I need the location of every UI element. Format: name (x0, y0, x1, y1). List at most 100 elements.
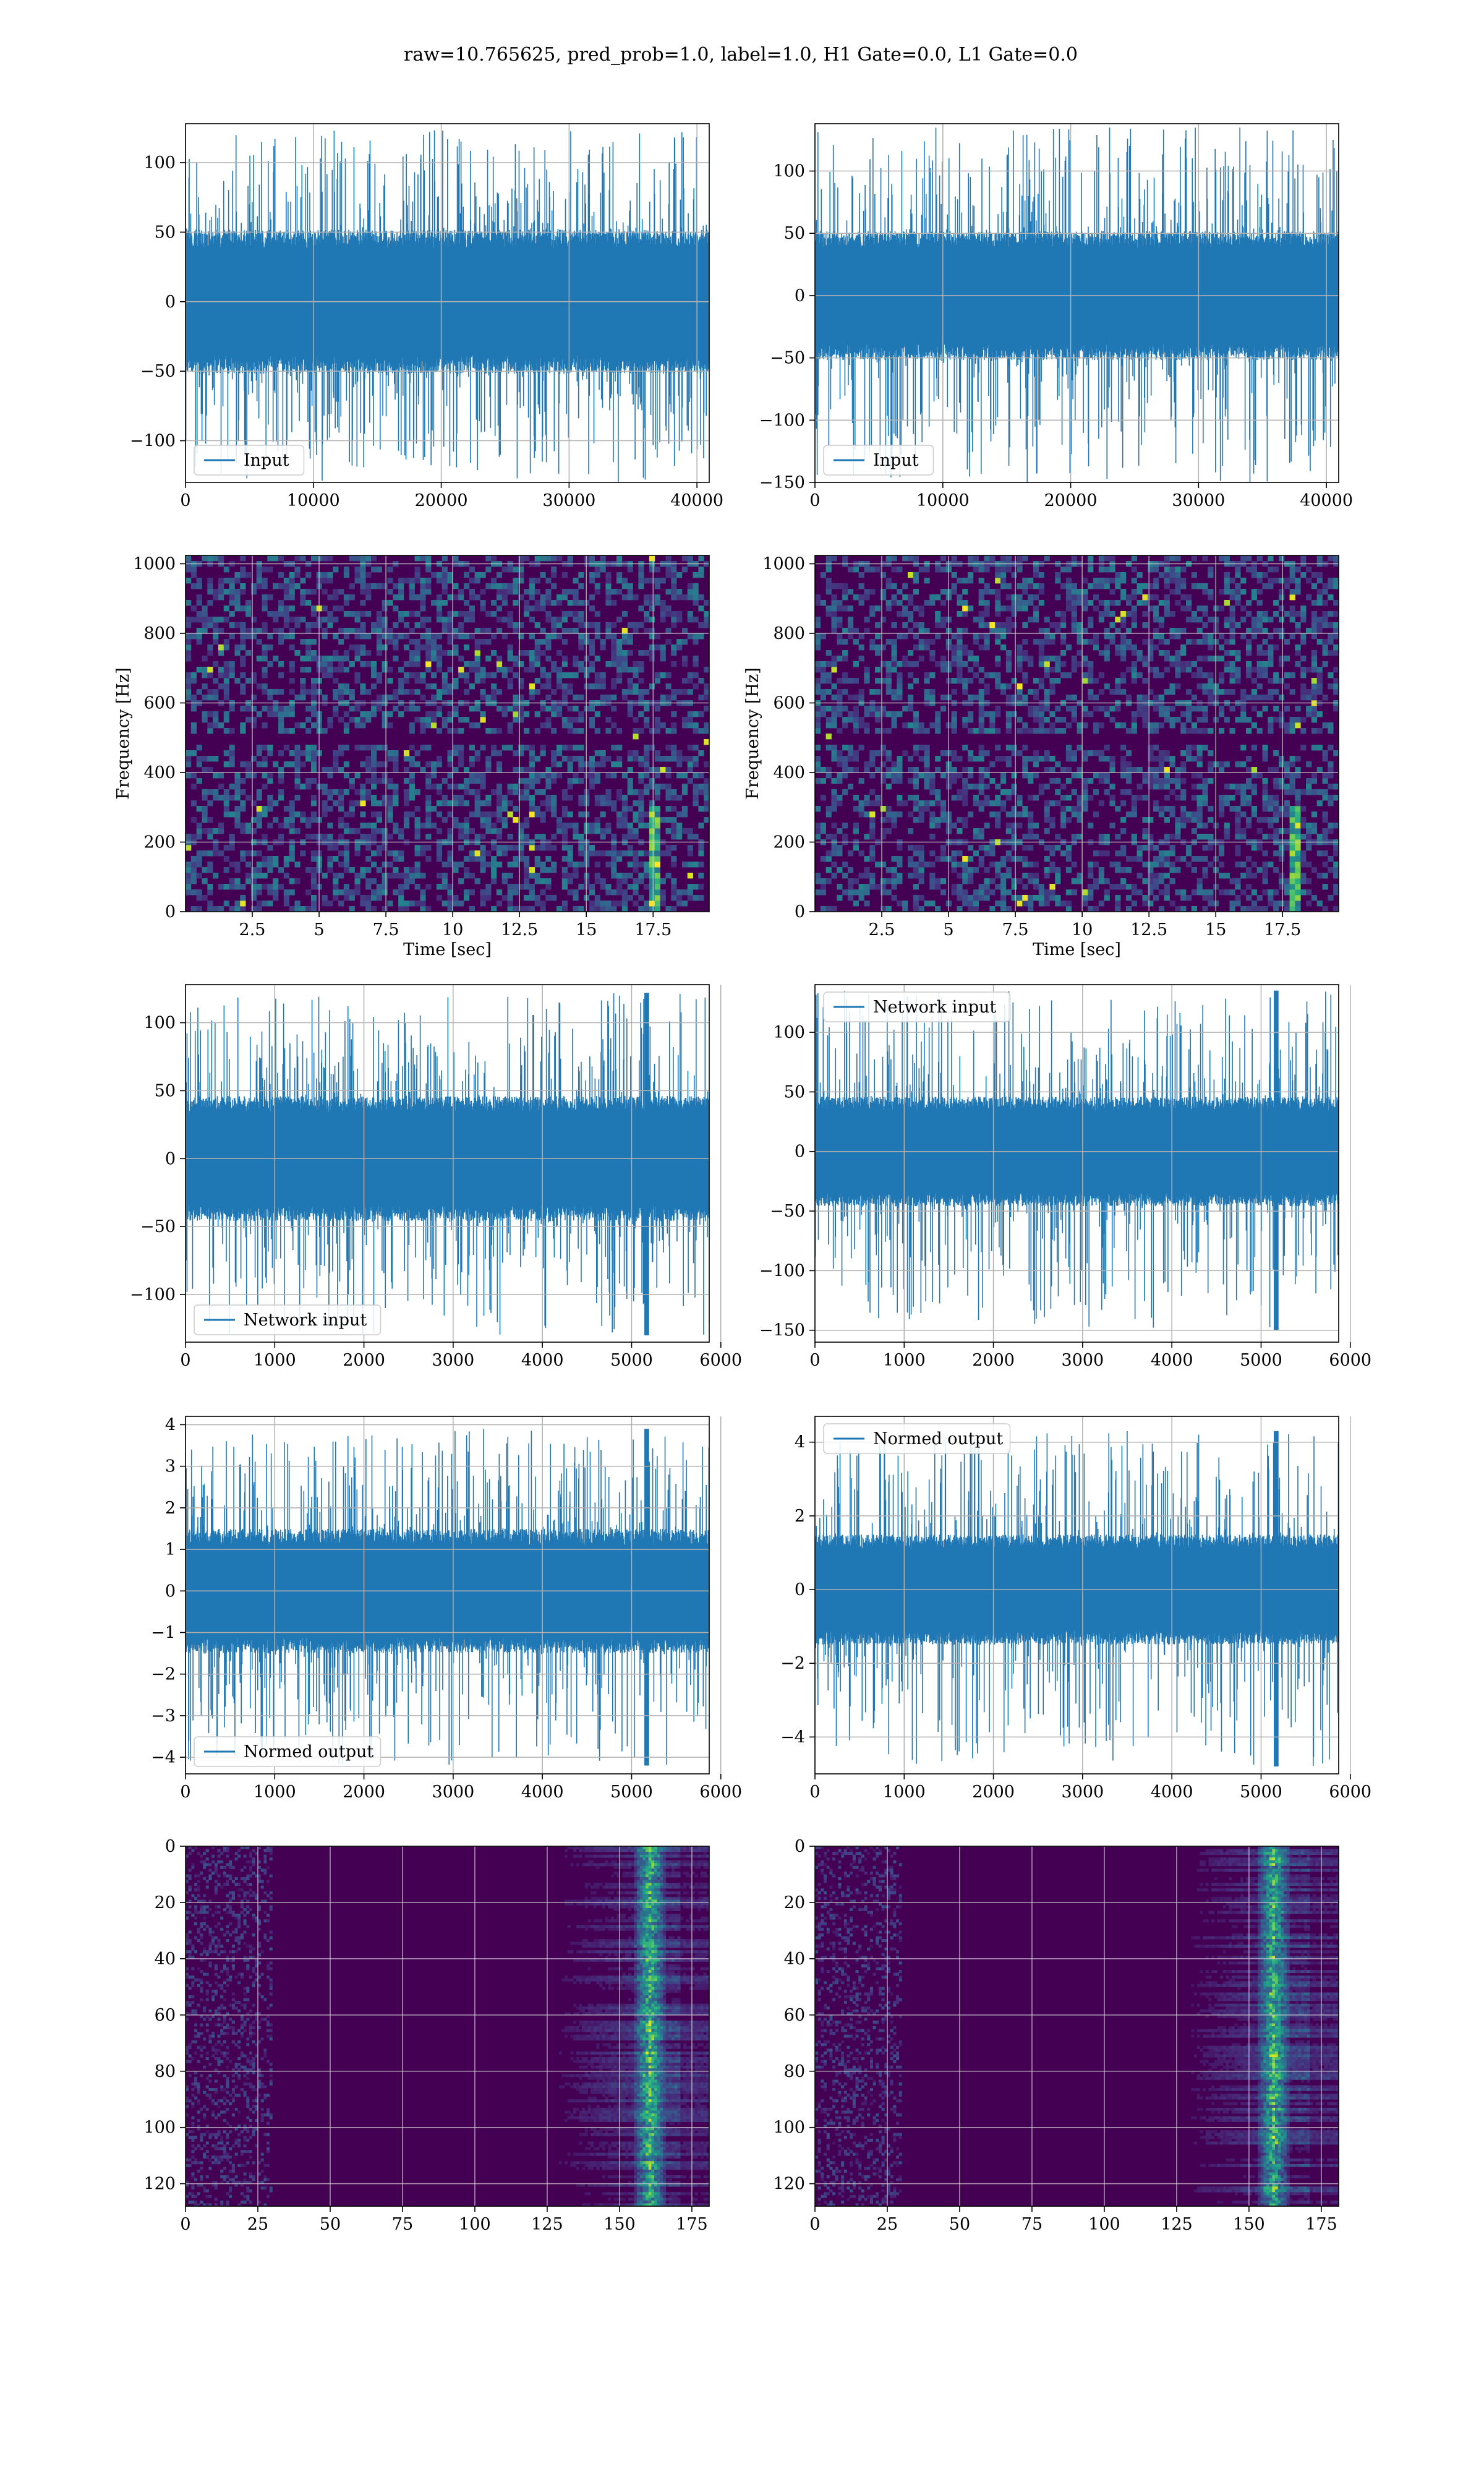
x-tick-label: 125 (531, 2215, 563, 2234)
y-tick-label: 60 (784, 2006, 805, 2025)
axes-frame (185, 123, 710, 483)
y-tick-label: 4 (165, 1415, 176, 1434)
x-tick-label: 25 (877, 2215, 898, 2234)
x-tick-label: 150 (603, 2215, 636, 2234)
series-line (815, 990, 1339, 1330)
legend: Normed output (823, 1423, 1011, 1454)
subplot-r3-c2: 0 1000 2000 3000 4000 5000 6000 −150 −100 −50 0 50 1… (759, 984, 1371, 1370)
x-tick-label: 40000 (1300, 491, 1353, 510)
y-tick-label: 80 (155, 2062, 176, 2081)
x-tick-label: 0 (180, 1351, 190, 1370)
y-tick-label: 100 (773, 2118, 805, 2138)
y-tick-label: 60 (155, 2006, 176, 2025)
y-tick-label: 20 (784, 1893, 805, 1912)
y-tick-label: 1000 (133, 555, 176, 574)
x-tick-label: 4000 (1151, 1351, 1193, 1370)
y-tick-label: −2 (780, 1654, 805, 1673)
x-tick-label: 10 (442, 920, 463, 940)
x-tick-label: 100 (459, 2215, 491, 2234)
x-tick-label: 2000 (972, 1783, 1015, 1802)
x-tick-label: 5000 (1240, 1351, 1282, 1370)
x-tick-label: 3000 (1062, 1351, 1104, 1370)
x-tick-label: 2.5 (869, 920, 895, 940)
legend-label: Network input (873, 998, 996, 1017)
x-tick-label: 4000 (521, 1783, 564, 1802)
subplot-r2-c1: 2.5 5 7.5 10 12.5 15 17.5 0 200 400 600 800 1000 Time… (114, 555, 710, 959)
y-tick-label: 0 (795, 902, 805, 922)
y-tick-label: 40 (784, 1950, 805, 1969)
x-tick-label: 125 (1161, 2215, 1193, 2234)
y-tick-label: 600 (773, 694, 805, 713)
x-tick-label: 175 (1305, 2215, 1337, 2234)
legend-label: Input (244, 451, 289, 470)
y-tick-label: −100 (130, 432, 176, 451)
axes-frame (814, 555, 1339, 912)
y-tick-label: 0 (795, 1142, 805, 1162)
x-tick-label: 6000 (699, 1783, 742, 1802)
x-tick-label: 1000 (254, 1351, 296, 1370)
y-tick-label: 0 (165, 293, 176, 312)
y-tick-label: 0 (165, 1582, 176, 1601)
x-tick-label: 40000 (670, 491, 723, 510)
axes-frame (185, 984, 710, 1343)
axes-frame (185, 1846, 710, 2207)
axes-frame (814, 123, 1339, 483)
y-tick-label: −50 (770, 1202, 805, 1221)
y-tick-label: 0 (795, 1580, 805, 1599)
y-tick-label: 100 (143, 1014, 176, 1033)
y-tick-label: 2 (795, 1507, 805, 1526)
subplot-r3-c1: 0 1000 2000 3000 4000 5000 6000 −100 −50 0 50 100 Ne… (130, 984, 742, 1370)
x-tick-label: 6000 (699, 1351, 742, 1370)
y-tick-label: 200 (143, 833, 176, 852)
x-tick-label: 3000 (432, 1351, 475, 1370)
y-tick-label: 50 (155, 1081, 176, 1100)
y-tick-label: −150 (759, 1321, 805, 1340)
x-tick-label: 15 (1205, 920, 1226, 940)
grid (814, 985, 1351, 1342)
y-tick-label: −50 (140, 1217, 176, 1236)
x-tick-label: 12.5 (1130, 920, 1167, 940)
legend-label: Normed output (873, 1429, 1003, 1449)
x-tick-label: 6000 (1329, 1783, 1371, 1802)
y-tick-label: 800 (773, 624, 805, 643)
axes-frame (814, 984, 1339, 1343)
x-tick-label: 5 (313, 920, 324, 940)
y-tick-label: 0 (165, 1837, 176, 1856)
y-tick-label: 100 (773, 1023, 805, 1042)
x-tick-label: 20000 (415, 491, 468, 510)
x-tick-label: 4000 (1151, 1783, 1193, 1802)
legend-label: Normed output (244, 1742, 373, 1761)
series-line (815, 1431, 1339, 1767)
x-tick-label: 0 (809, 2215, 820, 2234)
x-tick-label: 30000 (1172, 491, 1225, 510)
axes-frame (185, 555, 710, 912)
grid (185, 1416, 722, 1774)
y-tick-label: −150 (759, 473, 805, 492)
y-tick-label: 0 (795, 1837, 805, 1856)
y-tick-label: 800 (143, 624, 176, 643)
y-tick-label: 3 (165, 1457, 176, 1476)
y-tick-label: 20 (155, 1893, 176, 1912)
x-tick-label: 0 (180, 491, 190, 510)
x-tick-label: 7.5 (373, 920, 399, 940)
legend: Network input (194, 1304, 382, 1335)
x-tick-label: 50 (320, 2215, 341, 2234)
x-tick-label: 2000 (972, 1351, 1015, 1370)
legend: Normed output (194, 1736, 382, 1767)
heatmap-image (815, 555, 1339, 912)
x-tick-label: 5000 (610, 1351, 653, 1370)
x-tick-label: 25 (247, 2215, 268, 2234)
y-tick-label: 200 (773, 833, 805, 852)
y-axis-label: Frequency [Hz] (114, 667, 133, 799)
x-tick-label: 150 (1233, 2215, 1265, 2234)
y-tick-label: 0 (165, 1149, 176, 1168)
y-tick-label: −100 (759, 411, 805, 430)
x-tick-label: 1000 (883, 1351, 926, 1370)
y-tick-label: 100 (773, 162, 805, 181)
x-tick-label: 0 (809, 1351, 820, 1370)
y-tick-label: 600 (143, 694, 176, 713)
grid (185, 124, 709, 482)
y-tick-label: 0 (165, 902, 176, 922)
legend-label: Network input (244, 1311, 367, 1330)
